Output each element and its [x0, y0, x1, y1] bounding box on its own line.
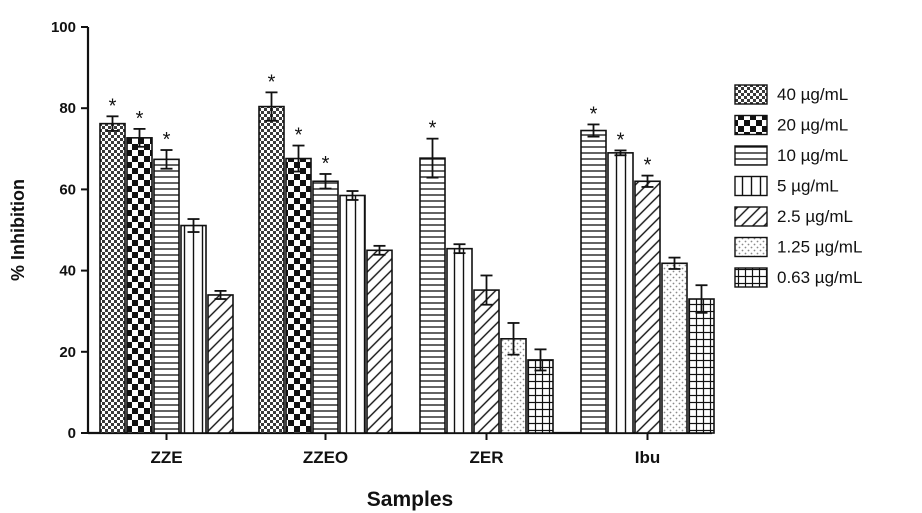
bar-zzeo-3 — [339, 194, 366, 434]
bar-zer-6 — [527, 359, 554, 434]
bar-zer-4 — [473, 289, 500, 434]
legend-label-1: 20 µg/mL — [777, 116, 848, 135]
legend-swatch-3 — [734, 175, 768, 197]
x-tick-label-zze: ZZE — [150, 448, 182, 467]
legend-swatch-5 — [734, 236, 768, 258]
significance-star: * — [268, 71, 276, 93]
y-tick-label: 60 — [59, 181, 76, 198]
bar-zzeo-1 — [285, 157, 312, 434]
significance-star: * — [163, 129, 171, 151]
significance-star: * — [322, 153, 330, 175]
legend-label-5: 1.25 µg/mL — [777, 238, 862, 257]
legend-swatch-0 — [734, 84, 768, 105]
legend-label-6: 0.63 µg/mL — [777, 268, 862, 287]
x-axis-label: Samples — [367, 488, 453, 511]
bar-zze-4 — [207, 294, 234, 434]
y-axis-label: % Inhibition — [8, 179, 28, 281]
bar-ibu-6 — [688, 298, 715, 434]
legend-swatch-4 — [734, 206, 768, 227]
bar-ibu-2 — [580, 129, 607, 434]
x-tick-label-zzeo: ZZEO — [303, 448, 348, 467]
legend: 40 µg/mL 20 µg/mL 10 µg/mL 5 µg/mL 2.5 µg/mL… — [734, 84, 862, 288]
bar-ibu-5 — [661, 262, 688, 434]
bar-zze-2 — [153, 158, 180, 434]
x-tick-label-zer: ZER — [470, 448, 504, 467]
bar-zzeo-4 — [366, 249, 393, 434]
significance-star: * — [109, 95, 117, 117]
bar-zer-3 — [446, 247, 473, 434]
y-tick-label: 0 — [68, 425, 76, 442]
bars: * * * * * * * * * * — [99, 71, 715, 434]
significance-star: * — [295, 125, 303, 147]
y-tick-label: 20 — [59, 344, 76, 361]
bar-zze-0 — [99, 122, 126, 434]
bar-zze-3 — [180, 224, 207, 434]
significance-star: * — [136, 108, 144, 130]
legend-swatch-1 — [734, 114, 768, 136]
significance-star: * — [429, 118, 437, 140]
bar-zzeo-2 — [312, 180, 339, 434]
significance-star: * — [590, 103, 598, 125]
bar-ibu-4 — [634, 180, 661, 434]
legend-swatch-6 — [734, 267, 768, 288]
y-tick-label: 80 — [59, 100, 76, 117]
legend-label-0: 40 µg/mL — [777, 85, 848, 104]
y-tick-label: 100 — [51, 19, 76, 36]
bar-zzeo-0 — [258, 105, 285, 434]
legend-swatch-2 — [734, 145, 768, 166]
significance-star: * — [617, 129, 625, 151]
significance-star: * — [644, 155, 652, 177]
legend-label-2: 10 µg/mL — [777, 146, 848, 165]
legend-label-4: 2.5 µg/mL — [777, 207, 853, 226]
bar-zze-1 — [126, 137, 153, 434]
x-tick-label-ibu: Ibu — [635, 448, 661, 467]
bar-ibu-3 — [607, 152, 634, 434]
bar-zer-2 — [419, 157, 446, 434]
y-tick-label: 40 — [59, 263, 76, 280]
legend-label-3: 5 µg/mL — [777, 177, 839, 196]
